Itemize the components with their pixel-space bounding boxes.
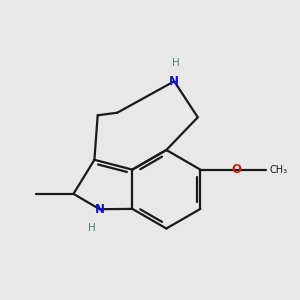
- Text: CH₃: CH₃: [269, 165, 287, 175]
- Text: H: H: [172, 58, 179, 68]
- Text: O: O: [231, 163, 241, 176]
- Text: H: H: [88, 223, 96, 232]
- Text: N: N: [94, 203, 105, 216]
- Text: N: N: [169, 75, 179, 88]
